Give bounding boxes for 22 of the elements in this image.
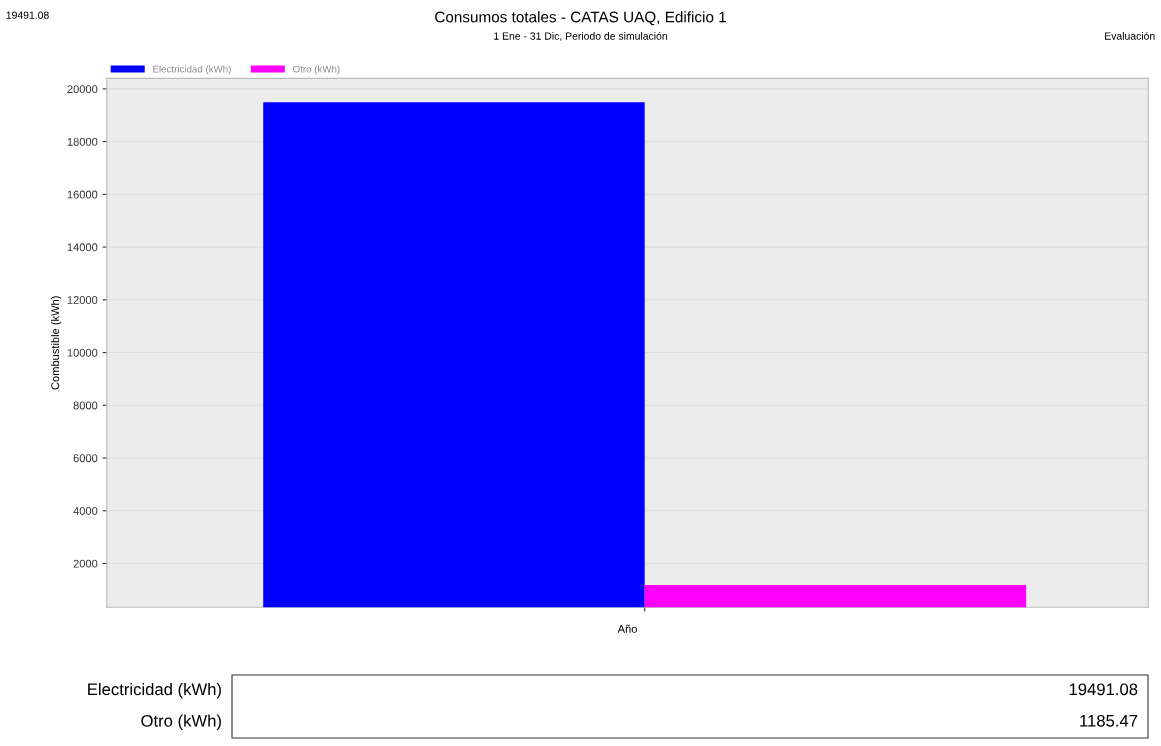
y-tick-label: 20000 — [67, 85, 98, 94]
text: Electricidad (kWh) — [88, 682, 221, 699]
y-tick-label: 4000 — [73, 507, 98, 515]
y-tick-label: 16000 — [67, 190, 98, 199]
text: Evaluación — [1105, 31, 1155, 40]
chart-subtitle: 1 Ene - 31 Dic, Periodo de simulación — [494, 31, 667, 41]
y-tick-label: 6000 — [73, 454, 98, 463]
y-tick-label: 8000 — [73, 401, 98, 410]
x-axis-title: Año — [617, 624, 637, 633]
chart-title: Consumos totales - CATAS UAQ, Edificio 1 — [435, 11, 726, 26]
text: 19491.08 — [6, 11, 49, 19]
y-tick-label: 10000 — [67, 348, 98, 357]
y-tick-label: 2000 — [73, 559, 98, 568]
legend-label: Otro (kWh) — [293, 65, 340, 75]
text: 1185.47 — [1080, 714, 1138, 727]
legend-label: Electricidad (kWh) — [153, 65, 231, 75]
y-tick-label: 14000 — [67, 243, 98, 252]
text: 19491.08 — [1069, 683, 1138, 696]
y-tick-label: 12000 — [67, 296, 98, 304]
y-tick-label: 18000 — [67, 137, 98, 146]
text: Otro (kWh) — [141, 714, 221, 731]
y-axis-title: Combustible (kWh) — [50, 296, 62, 390]
